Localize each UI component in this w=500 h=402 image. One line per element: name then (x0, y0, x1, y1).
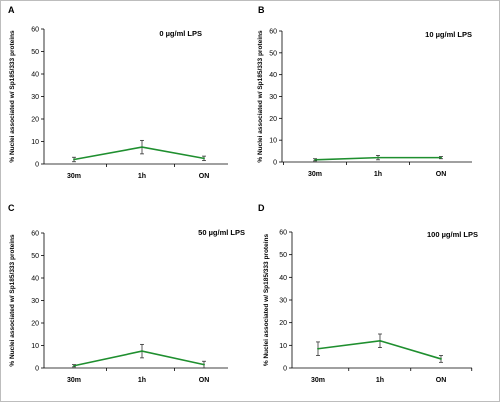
panel-a-y-tick-label: 0 (35, 162, 39, 169)
panel-b-data-point (440, 156, 442, 159)
panel-c-label: C (8, 203, 15, 213)
panel-b-data-point (314, 158, 316, 161)
panel-d-x-tick-label: ON (436, 377, 447, 384)
panel-d-x-tick-label: 30m (311, 377, 325, 384)
panel-a-title: 0 µg/ml LPS (159, 29, 202, 38)
panel-b-y-tick-label: 10 (269, 138, 277, 145)
panel-d-y-tick-label: 60 (279, 230, 287, 237)
panel-b-y-tick-label: 50 (269, 50, 277, 57)
panel-b-y-axis-label: % Nuclei associated w/ Sp185/333 protein… (257, 30, 264, 163)
panel-b-y-tick-label: 0 (273, 160, 277, 167)
panel-d-y-tick-label: 0 (283, 366, 287, 373)
panel-d-title: 100 µg/ml LPS (427, 230, 478, 239)
panel-d-y-tick-label: 20 (279, 320, 287, 327)
panel-a-data-point (203, 157, 205, 160)
panel-b-x-tick-label: ON (436, 171, 447, 178)
panel-a-data-point (73, 158, 75, 161)
panel-c-y-tick-label: 60 (31, 231, 39, 238)
panel-c-y-tick-label: 20 (31, 321, 39, 328)
panel-a-data-point (141, 146, 143, 149)
panel-a-y-tick-label: 40 (31, 72, 39, 79)
panel-d-x-tick-label: 1h (376, 377, 384, 384)
panel-c-data-point (73, 364, 75, 367)
panel-a-y-tick-label: 30 (31, 94, 39, 101)
panel-d-label: D (258, 203, 265, 213)
panel-a-x-tick-label: ON (199, 173, 210, 180)
panel-c-title: 50 µg/ml LPS (198, 228, 245, 237)
panel-a-x-tick-label: 30m (67, 173, 81, 180)
panel-c-data-point (203, 363, 205, 366)
panel-b-y-tick-label: 20 (269, 116, 277, 123)
panel-d-y-tick-label: 50 (279, 252, 287, 259)
panel-c-y-axis-label: % Nuclei associated w/ Sp185/333 protein… (9, 234, 16, 367)
panel-d-y-axis-label: % Nuclei associated w/ Sp185/333 protein… (263, 234, 270, 367)
panel-c-y-tick-label: 50 (31, 253, 39, 260)
panel-b-x-tick-label: 1h (374, 171, 382, 178)
panel-a-y-tick-label: 50 (31, 49, 39, 56)
panel-c-y-tick-label: 10 (31, 343, 39, 350)
panel-b-y-tick-label: 60 (269, 29, 277, 36)
panel-b-y-tick-label: 40 (269, 72, 277, 79)
panel-a-y-tick-label: 60 (31, 27, 39, 34)
panel-b-x-tick-label: 30m (308, 171, 322, 178)
panel-a-label: A (8, 5, 15, 15)
panel-c-y-tick-label: 30 (31, 298, 39, 305)
panel-d-y-tick-label: 30 (279, 298, 287, 305)
panel-b-title: 10 µg/ml LPS (425, 30, 472, 39)
panel-c-x-tick-label: 1h (138, 377, 146, 384)
panel-b-y-tick-label: 30 (269, 94, 277, 101)
panel-a-y-tick-label: 20 (31, 117, 39, 124)
panel-d-data-point (317, 347, 319, 350)
panel-c-data-point (141, 350, 143, 353)
panel-d-data-point (379, 339, 381, 342)
panel-a-x-tick-label: 1h (138, 173, 146, 180)
panel-d-data-point (440, 358, 442, 360)
panel-d-y-tick-label: 40 (279, 275, 287, 282)
panel-c-y-tick-label: 0 (35, 366, 39, 373)
panel-c-x-tick-label: 30m (67, 377, 81, 384)
panel-c-y-tick-label: 40 (31, 276, 39, 283)
panel-a-y-axis-label: % Nuclei associated w/ Sp185/333 protein… (9, 30, 16, 163)
panel-b-label: B (258, 5, 265, 15)
panel-c-x-tick-label: ON (199, 377, 210, 384)
panel-a-y-tick-label: 10 (31, 139, 39, 146)
panel-b-data-point (377, 156, 379, 159)
panel-d-y-tick-label: 10 (279, 343, 287, 350)
